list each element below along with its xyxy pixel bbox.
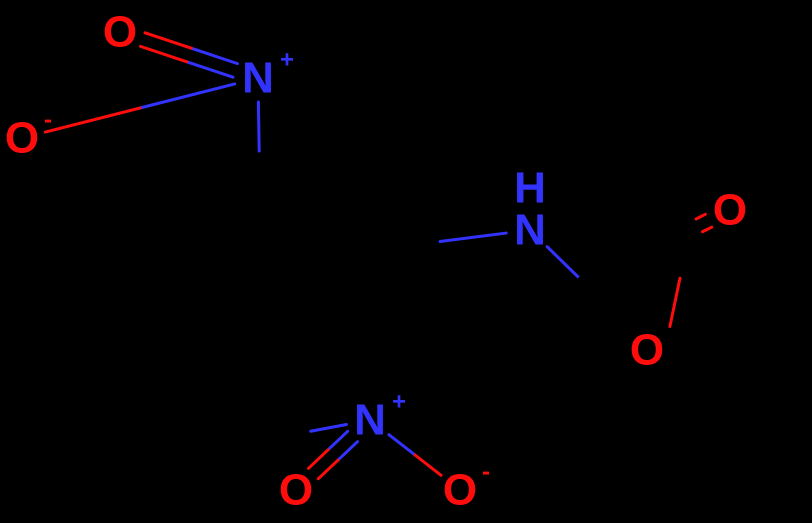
- svg-text:H: H: [514, 164, 546, 213]
- svg-text:O: O: [279, 466, 313, 515]
- svg-text:O: O: [5, 114, 39, 163]
- svg-text:N: N: [514, 206, 546, 255]
- svg-text:+: +: [280, 47, 294, 74]
- atom-O4: O-: [443, 459, 490, 515]
- atom-O2: O: [103, 8, 137, 57]
- svg-text:+: +: [392, 389, 406, 416]
- atom-N2: N+: [354, 389, 406, 445]
- atom-N3: NH: [514, 164, 546, 255]
- atom-N1: N+: [242, 47, 294, 103]
- svg-text:O: O: [103, 8, 137, 57]
- atom-O3: O: [279, 466, 313, 515]
- svg-text:-: -: [44, 107, 52, 134]
- molecule-diagram: N+O-ON+OO-NHOOH: [0, 0, 812, 523]
- svg-text:O: O: [443, 466, 477, 515]
- svg-text:-: -: [482, 459, 490, 486]
- svg-text:N: N: [242, 54, 274, 103]
- svg-text:H: H: [669, 326, 701, 375]
- atom-O1: O-: [5, 107, 52, 163]
- svg-text:O: O: [713, 186, 747, 235]
- svg-text:O: O: [630, 326, 664, 375]
- atom-O5: O: [713, 186, 747, 235]
- atom-O6text: OH: [630, 326, 701, 375]
- svg-text:N: N: [354, 396, 386, 445]
